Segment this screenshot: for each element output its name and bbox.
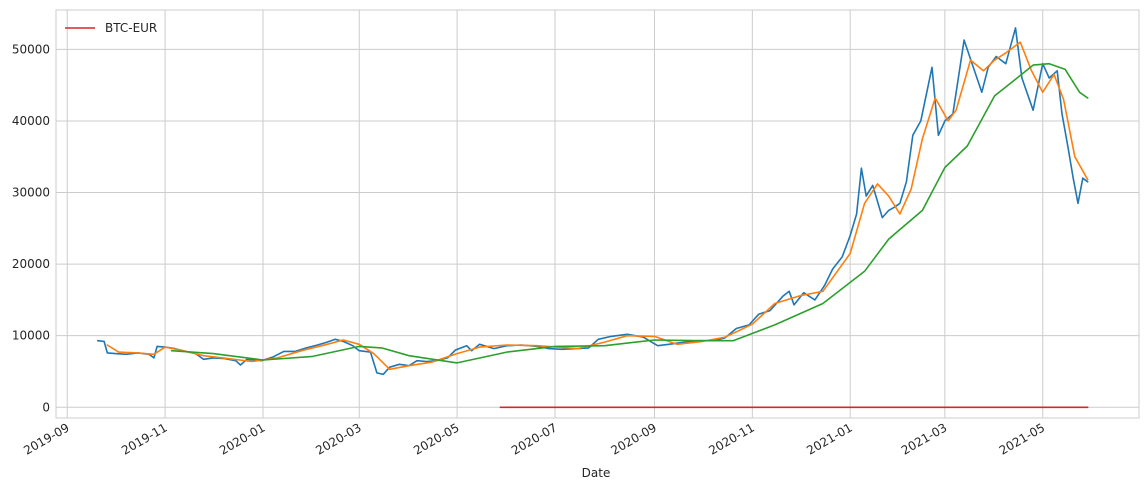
x-tick-label: 2020-11 — [706, 420, 756, 457]
x-tick-label: 2020-07 — [509, 420, 559, 457]
x-tick-label: 2021-03 — [899, 420, 949, 457]
x-tick-label: 2019-09 — [21, 420, 71, 457]
x-axis: 2019-09 2019-11 2020-01 2020-03 2020-05 2020-… — [21, 420, 1047, 457]
y-tick-label: 50000 — [12, 42, 50, 56]
y-tick-label: 0 — [42, 400, 50, 414]
x-tick-label: 2020-03 — [313, 420, 363, 457]
long-moving-average-line — [170, 62, 1089, 364]
y-tick-label: 20000 — [12, 257, 50, 271]
legend-label: BTC-EUR — [105, 21, 157, 35]
y-tick-label: 30000 — [12, 186, 50, 200]
y-tick-label: 40000 — [12, 114, 50, 128]
y-axis: 0 10000 20000 30000 40000 50000 — [12, 42, 50, 414]
x-tick-label: 2020-05 — [411, 420, 461, 457]
x-tick-label: 2020-09 — [609, 420, 659, 457]
x-tick-label: 2021-05 — [997, 420, 1047, 457]
gridlines — [56, 10, 1139, 418]
x-tick-label: 2019-11 — [119, 420, 169, 457]
y-tick-label: 10000 — [12, 329, 50, 343]
series-layer — [96, 27, 1089, 409]
x-tick-label: 2020-01 — [217, 420, 267, 457]
legend: BTC-EUR — [65, 21, 157, 35]
x-tick-label: 2021-01 — [804, 420, 854, 457]
x-axis-title: Date — [582, 466, 611, 480]
